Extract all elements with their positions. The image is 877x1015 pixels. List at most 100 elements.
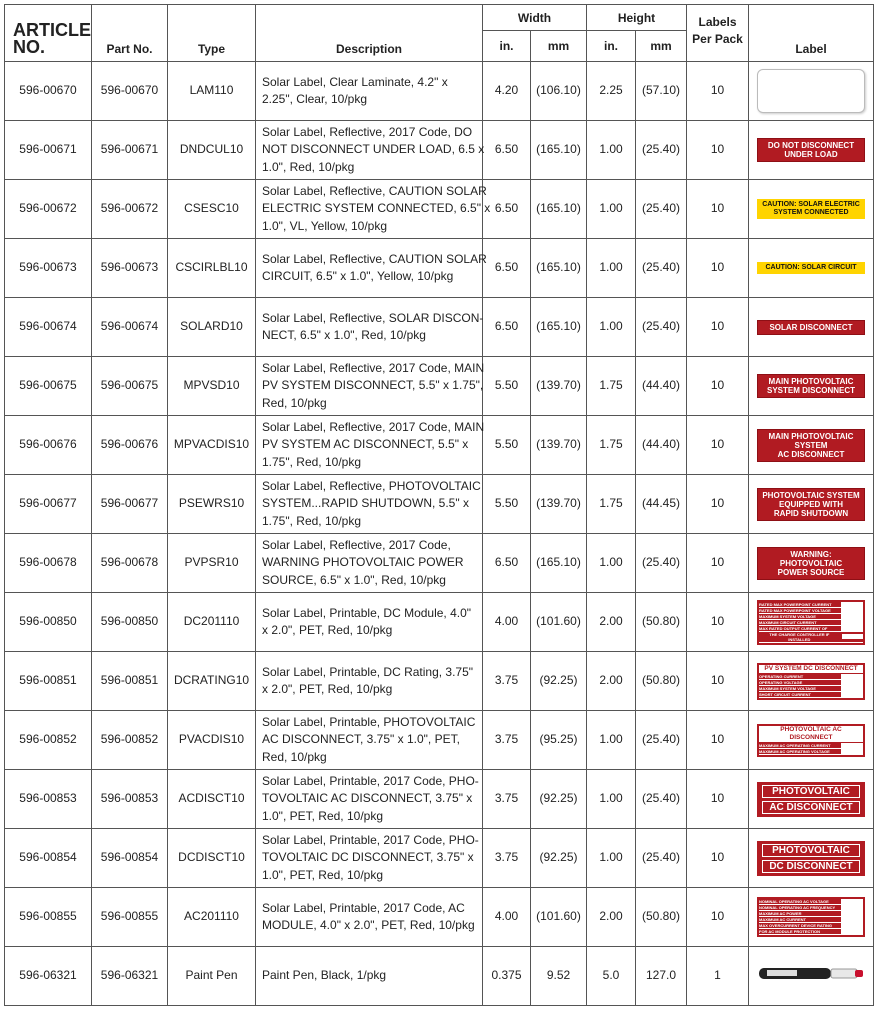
table-row: 596-00678 596-00678 PVPSR10 Solar Label, Re… bbox=[4, 533, 874, 593]
field-box bbox=[841, 613, 863, 619]
type: ACDISCT10 bbox=[167, 769, 256, 829]
label-cell: PHOTOVOLTAIC DC DISCONNECT bbox=[748, 828, 874, 888]
field-box bbox=[841, 673, 863, 679]
description-line: 1.0", VL, Yellow, 10/pkg bbox=[262, 218, 388, 233]
label-text: SOLAR DISCONNECT bbox=[769, 322, 853, 332]
field-box bbox=[841, 607, 863, 613]
label-image: NOMINAL OPERATING AC VOLTAGE NOMINAL OPER… bbox=[757, 897, 865, 937]
type: LAM110 bbox=[167, 61, 256, 121]
description-line: Solar Label, Printable, 2017 Code, AC bbox=[262, 900, 465, 915]
description: Solar Label, Reflective, SOLAR DISCON- NE… bbox=[255, 297, 483, 357]
label-cell bbox=[748, 61, 874, 121]
label-text: OPERATING VOLTAGE bbox=[759, 679, 803, 685]
width-mm: (139.70) bbox=[530, 415, 587, 475]
label-text: MAIN PHOTOVOLTAIC bbox=[768, 431, 854, 441]
width-mm: 9.52 bbox=[530, 946, 587, 1006]
article-no: 596-06321 bbox=[4, 946, 92, 1006]
label-text: THE CHARGE CONTROLLER IF INSTALLED bbox=[769, 631, 830, 642]
description-line: PV SYSTEM AC DISCONNECT, 5.5" x bbox=[262, 437, 469, 452]
type: CSESC10 bbox=[167, 179, 256, 239]
article-no: 596-00677 bbox=[4, 474, 92, 534]
table-row: 596-00850 596-00850 DC201110 Solar Label, P… bbox=[4, 592, 874, 652]
label-text: DO NOT DISCONNECT bbox=[767, 141, 855, 150]
label-cell: PHOTOVOLTAIC AC DISCONNECT bbox=[748, 769, 874, 829]
width-in: 3.75 bbox=[482, 710, 531, 770]
description-line: Red, 10/pkg bbox=[262, 749, 327, 764]
field-box bbox=[841, 634, 863, 639]
description-line: NECT, 6.5" x 1.0", Red, 10/pkg bbox=[262, 328, 426, 342]
label-field: RATED MAX POWERPOINT VOLTAGE bbox=[759, 607, 863, 614]
width-mm: (106.10) bbox=[530, 61, 587, 121]
description-line: TOVOLTAIC AC DISCONNECT, 3.75" x bbox=[262, 791, 473, 806]
type: PVPSR10 bbox=[167, 533, 256, 593]
label-field: MAXIMUM SYSTEM VOLTAGE bbox=[759, 685, 863, 692]
label-cell: DO NOT DISCONNECT UNDER LOAD bbox=[748, 120, 874, 180]
description-line: 1.75", Red, 10/pkg bbox=[262, 513, 361, 528]
label-cell bbox=[748, 946, 874, 1006]
label-text: POWER SOURCE bbox=[777, 567, 845, 577]
label-text: UNDER LOAD bbox=[784, 150, 838, 159]
label-cell: SOLAR DISCONNECT bbox=[748, 297, 874, 357]
height-in: 1.00 bbox=[586, 828, 636, 888]
article-no: 596-00673 bbox=[4, 238, 92, 298]
type: DCDISCT10 bbox=[167, 828, 256, 888]
width-mm: (165.10) bbox=[530, 120, 587, 180]
label-text: CAUTION: SOLAR ELECTRIC bbox=[762, 201, 860, 208]
label-field: OPERATING CURRENT bbox=[759, 673, 863, 680]
type: PVACDIS10 bbox=[167, 710, 256, 770]
description: Solar Label, Reflective, CAUTION SOLAR CI… bbox=[255, 238, 487, 298]
height-mm: (57.10) bbox=[635, 61, 687, 121]
height-in: 1.00 bbox=[586, 120, 636, 180]
label-text: RATED MAX POWERPOINT CURRENT bbox=[759, 601, 832, 607]
field-box bbox=[841, 899, 863, 904]
per-pack: 10 bbox=[686, 533, 749, 593]
label-text: SYSTEM DISCONNECT bbox=[766, 386, 855, 395]
description-line: Red, 10/pkg bbox=[262, 395, 327, 410]
description-line: PV SYSTEM DISCONNECT, 5.5" x 1.75", bbox=[262, 378, 484, 393]
label-field: SHORT CIRCUIT CURRENT bbox=[759, 691, 863, 698]
description: Solar Label, Printable, DC Rating, 3.75"… bbox=[255, 651, 483, 711]
type: MPVSD10 bbox=[167, 356, 256, 416]
field-box bbox=[841, 917, 863, 922]
article-no: 596-00850 bbox=[4, 592, 92, 652]
label-text: FOR AC MODULE PROTECTION bbox=[759, 929, 820, 934]
per-pack: 10 bbox=[686, 179, 749, 239]
description-line: Solar Label, Printable, DC Module, 4.0" bbox=[262, 605, 472, 620]
description: Solar Label, Printable, DC Module, 4.0" x… bbox=[255, 592, 483, 652]
label-field: RATED MAX POWERPOINT CURRENT bbox=[759, 601, 863, 608]
height-mm: (44.40) bbox=[635, 415, 687, 475]
description: Solar Label, Reflective, 2017 Code, WARNI… bbox=[255, 533, 483, 593]
header-type: Type bbox=[167, 4, 256, 62]
part-no: 596-00851 bbox=[91, 651, 168, 711]
part-no: 596-00854 bbox=[91, 828, 168, 888]
label-image: PHOTOVOLTAIC DC DISCONNECT bbox=[757, 840, 865, 876]
width-mm: (92.25) bbox=[530, 651, 587, 711]
height-in: 1.00 bbox=[586, 297, 636, 357]
label-field: MAXIMUM AC OPERATING VOLTAGE bbox=[759, 748, 863, 755]
width-mm: (92.25) bbox=[530, 769, 587, 829]
width-mm: (92.25) bbox=[530, 828, 587, 888]
table-row: 596-00670 596-00670 LAM110 Solar Label, Cle… bbox=[4, 61, 874, 121]
label-text: RAPID SHUTDOWN bbox=[773, 508, 849, 518]
per-pack: 10 bbox=[686, 61, 749, 121]
label-text: OPERATING CURRENT bbox=[759, 673, 804, 679]
label-cell: MAIN PHOTOVOLTAIC SYSTEM AC DISCONNECT bbox=[748, 415, 874, 475]
label-field: NOMINAL OPERATING AC FREQUENCY bbox=[759, 905, 863, 911]
height-mm: 127.0 bbox=[635, 946, 687, 1006]
label-field: MAXIMUM AC POWER bbox=[759, 911, 863, 917]
description-line: Solar Label, Printable, 2017 Code, PHO- bbox=[262, 832, 479, 847]
header-part: Part No. bbox=[91, 4, 168, 62]
field-box bbox=[841, 619, 863, 625]
description-line: Solar Label, Reflective, PHOTOVOLTAIC bbox=[262, 478, 481, 493]
label-image: PHOTOVOLTAIC AC DISCONNECT bbox=[757, 781, 865, 817]
height-mm: (25.40) bbox=[635, 533, 687, 593]
label-text: SYSTEM bbox=[794, 440, 828, 450]
label-text: WARNING: PHOTOVOLTAIC bbox=[779, 549, 843, 568]
part-no: 596-00676 bbox=[91, 415, 168, 475]
height-in: 5.0 bbox=[586, 946, 636, 1006]
description-line: 1.75", Red, 10/pkg bbox=[262, 454, 361, 469]
per-pack: 10 bbox=[686, 592, 749, 652]
table-row: 596-00675 596-00675 MPVSD10 Solar Label, Re… bbox=[4, 356, 874, 416]
width-in: 5.50 bbox=[482, 474, 531, 534]
description-line: SOURCE, 6.5" x 1.0", Red, 10/pkg bbox=[262, 572, 446, 587]
